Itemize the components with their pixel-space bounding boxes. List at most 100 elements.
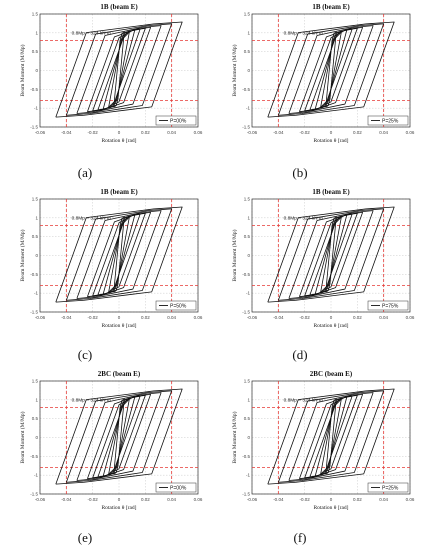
hysteresis-loop: [55, 21, 183, 118]
x-tick-label: -0.06: [247, 130, 258, 135]
x-tick-label: -0.04: [273, 130, 284, 135]
x-tick-label: 0.02: [141, 497, 150, 502]
y-tick-label: -0.5: [30, 87, 38, 92]
x-tick-label: -0.06: [247, 497, 258, 502]
hysteresis-loop: [113, 31, 125, 108]
x-axis-label: Rotation θ [rad]: [101, 505, 136, 511]
x-tick-label: 0.02: [353, 497, 362, 502]
y-tick-label: 1: [247, 215, 250, 220]
y-tick-label: -1.5: [242, 310, 250, 315]
y-tick-label: 1: [35, 30, 38, 35]
hysteresis-loop: [288, 210, 374, 299]
annotation-label: 0.8Mp = 324 kN m: [284, 216, 323, 222]
y-tick-label: 1.5: [32, 197, 39, 202]
x-tick-label: 0.06: [406, 315, 415, 320]
y-tick-label: 1: [247, 30, 250, 35]
y-axis-label: Beam Moment (M/Mp): [231, 229, 238, 281]
y-axis-label: Beam Moment (M/Mp): [19, 44, 26, 96]
x-tick-label: -0.04: [61, 497, 72, 502]
hysteresis-loop: [288, 392, 374, 481]
plot-frame: [39, 380, 199, 495]
x-tick-label: 0: [118, 130, 121, 135]
y-tick-label: -1.5: [30, 125, 38, 130]
y-tick-label: -1.5: [242, 492, 250, 497]
x-tick-label: 0: [118, 315, 121, 320]
x-tick-label: 0: [330, 315, 333, 320]
hysteresis-loop: [325, 216, 337, 293]
x-tick-label: 0: [330, 497, 333, 502]
panel-caption-e: (e): [77, 530, 93, 545]
y-tick-label: 0: [247, 253, 250, 258]
x-tick-label: 0.06: [406, 130, 415, 135]
y-tick-label: 1: [35, 215, 38, 220]
y-tick-label: 1: [35, 397, 38, 402]
x-tick-label: 0.06: [194, 315, 203, 320]
plot-frame: [251, 380, 411, 495]
x-tick-label: -0.02: [88, 130, 99, 135]
hysteresis-loop: [55, 388, 183, 485]
hysteresis-loop: [299, 212, 364, 298]
y-tick-label: 1.5: [244, 197, 251, 202]
legend-label: P=00%: [170, 119, 187, 125]
y-tick-label: 0.5: [32, 416, 39, 421]
legend-label: P=00%: [170, 486, 187, 492]
x-axis-label: Rotation θ [rad]: [313, 505, 348, 511]
hysteresis-loop: [65, 390, 173, 483]
y-tick-label: 1.5: [244, 12, 251, 17]
x-tick-label: 0: [118, 497, 121, 502]
y-tick-label: 0: [247, 68, 250, 73]
chart-panel-e: -0.06 -0.04 -0.02 0 0.02 0.04 0.06 -1.5 -1 -0.5 0 0…: [19, 370, 203, 511]
x-tick-label: -0.04: [273, 497, 284, 502]
legend-label: P=50%: [170, 304, 187, 310]
chart-title: 2BC (beam E): [98, 370, 141, 378]
chart-title: 1B (beam E): [312, 3, 350, 11]
x-tick-label: -0.04: [61, 130, 72, 135]
x-tick-label: 0.02: [353, 315, 362, 320]
y-tick-label: 0: [35, 435, 38, 440]
y-tick-label: 1: [247, 397, 250, 402]
hysteresis-loop: [267, 21, 395, 118]
y-tick-label: -1.5: [30, 310, 38, 315]
x-tick-label: 0.04: [379, 130, 388, 135]
x-tick-label: 0.04: [379, 497, 388, 502]
y-tick-label: 0.5: [244, 234, 251, 239]
legend-box: [367, 482, 409, 493]
hysteresis-loop: [267, 206, 395, 303]
x-tick-label: 0.02: [353, 130, 362, 135]
y-tick-label: -1: [246, 106, 250, 111]
plot-frame: [39, 198, 199, 313]
legend-label: P=75%: [382, 304, 399, 310]
hysteresis-loop: [113, 216, 125, 293]
annotation-label: 0.8Mp = 324 kN m: [72, 216, 111, 222]
y-tick-label: -0.5: [30, 454, 38, 459]
legend-box: [155, 115, 197, 126]
legend-label: P=25%: [382, 486, 399, 492]
hysteresis-loop: [320, 397, 342, 476]
x-tick-label: -0.02: [300, 497, 311, 502]
y-tick-label: -0.5: [30, 272, 38, 277]
y-tick-label: -1.5: [30, 492, 38, 497]
x-axis-label: Rotation θ [rad]: [313, 138, 348, 144]
chart-title: 1B (beam E): [100, 188, 138, 196]
x-tick-label: 0.06: [194, 130, 203, 135]
x-axis-label: Rotation θ [rad]: [313, 323, 348, 329]
y-tick-label: 0.5: [32, 234, 39, 239]
y-axis-label: Beam Moment (M/Mp): [231, 411, 238, 463]
hysteresis-loop: [65, 23, 173, 116]
x-tick-label: -0.04: [61, 315, 72, 320]
hysteresis-loop: [65, 208, 173, 301]
legend-box: [155, 300, 197, 311]
y-tick-label: 0.5: [244, 416, 251, 421]
annotation-label: 0.8Mp = 324 kN m: [72, 31, 111, 37]
hysteresis-loop: [87, 27, 152, 113]
x-tick-label: 0.06: [194, 497, 203, 502]
x-tick-label: -0.06: [247, 315, 258, 320]
hysteresis-loop: [325, 398, 337, 475]
y-tick-label: -0.5: [242, 454, 250, 459]
plot-frame: [39, 13, 199, 128]
panel-caption-c: (c): [77, 347, 93, 362]
hysteresis-loop: [87, 212, 152, 298]
x-tick-label: 0.06: [406, 497, 415, 502]
y-tick-label: 1.5: [32, 379, 39, 384]
x-tick-label: 0.02: [141, 130, 150, 135]
